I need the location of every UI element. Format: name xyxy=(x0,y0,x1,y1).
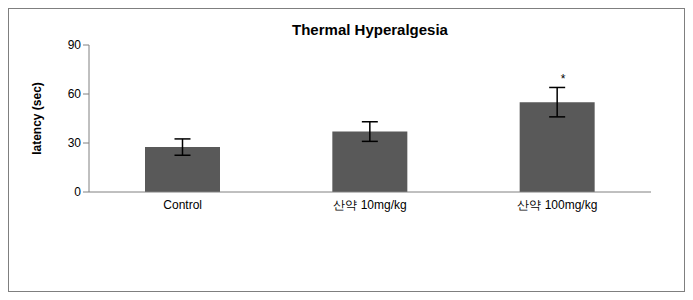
svg-text:Control: Control xyxy=(163,198,202,212)
html-text:Thermal Hyperalgesia: Thermal Hyperalgesia xyxy=(292,21,448,38)
svg-text:90: 90 xyxy=(68,38,82,52)
svg-text:30: 30 xyxy=(68,136,82,150)
svg-text:60: 60 xyxy=(68,87,82,101)
svg-text:0: 0 xyxy=(74,185,81,199)
svg-text:latency (sec): latency (sec) xyxy=(30,82,44,155)
svg-text:산약 10mg/kg: 산약 10mg/kg xyxy=(333,198,406,212)
svg-text:산약 100mg/kg: 산약 100mg/kg xyxy=(517,198,597,212)
svg-text:*: * xyxy=(561,72,566,86)
